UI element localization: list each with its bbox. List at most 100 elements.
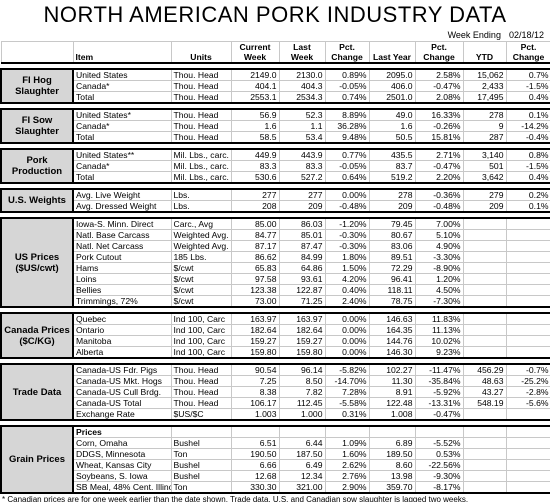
text-cell: United States — [72, 68, 172, 81]
empty-cell — [230, 425, 280, 438]
empty-cell — [505, 262, 550, 274]
number-cell: -8.90% — [414, 262, 464, 274]
text-cell: United States* — [72, 108, 172, 121]
empty-cell — [462, 273, 507, 285]
text-cell: Quebec — [72, 312, 172, 325]
data-row: Pork Production United States** Mil. Lbs.,… — [0, 148, 550, 184]
number-cell: 93.61 — [278, 273, 326, 285]
text-cell: Corn, Omaha — [72, 437, 172, 449]
empty-cell — [462, 408, 507, 421]
number-cell: 0.00% — [324, 346, 370, 359]
data-row: FI Hog Slaughter United States Thou. Head 2… — [0, 68, 550, 104]
number-cell: 71.25 — [278, 295, 326, 308]
text-cell: Total — [72, 171, 172, 184]
text-cell: Hams — [72, 262, 172, 274]
empty-cell — [368, 425, 416, 438]
number-cell: 0.74% — [324, 91, 370, 104]
empty-cell — [278, 425, 326, 438]
empty-cell — [505, 448, 550, 460]
number-cell: 11.30 — [368, 375, 416, 387]
text-cell: Canada-US Mkt. Hogs — [72, 375, 172, 387]
empty-cell — [462, 240, 507, 252]
number-cell: 2.08% — [414, 91, 464, 104]
text-cell: Weighted Avg. — [170, 240, 232, 252]
text-cell: Ind 100, Carc — [170, 312, 232, 325]
number-cell: -9.30% — [414, 470, 464, 482]
number-cell: 112.45 — [278, 397, 326, 409]
text-cell: Thou. Head — [170, 375, 232, 387]
text-cell: Canada-US Fdr. Pigs — [72, 363, 172, 376]
week-ending-date: 02/18/12 — [508, 30, 544, 40]
number-cell: 159.80 — [230, 346, 280, 359]
number-cell: 53.4 — [278, 131, 326, 144]
number-cell: 7.25 — [230, 375, 280, 387]
number-cell: -1.20% — [324, 217, 370, 230]
text-cell: Ton — [170, 481, 232, 494]
data-row: Soybeans, S. Iowa Bushel 12.68 12.34 2.76% 13… — [1, 470, 550, 482]
section-label: FI Hog Slaughter — [0, 68, 74, 104]
number-cell: 73.00 — [230, 295, 280, 308]
number-cell: 2.62% — [324, 459, 370, 471]
number-cell: 548.19 — [462, 397, 507, 409]
number-cell: 3,140 — [462, 148, 507, 161]
text-cell: Thou. Head — [170, 131, 232, 144]
number-cell: 146.63 — [368, 312, 416, 325]
number-cell: 0.40% — [324, 284, 370, 296]
number-cell: 287 — [462, 131, 507, 144]
text-cell: Ind 100, Carc — [170, 324, 232, 336]
empty-cell — [505, 295, 550, 308]
empty-cell — [462, 335, 507, 347]
number-cell: 330.30 — [230, 481, 280, 494]
number-cell: -0.47% — [414, 80, 464, 92]
number-cell: 0.1% — [505, 108, 550, 121]
number-cell: 0.1% — [505, 200, 550, 213]
number-cell: 4.50% — [414, 284, 464, 296]
number-cell: 52.3 — [278, 108, 326, 121]
text-cell: Thou. Head — [170, 108, 232, 121]
text-cell: Avg. Dressed Weight — [72, 200, 172, 213]
data-row: US Prices ($US/cwt) Iowa-S. Minn. Direct C… — [0, 217, 550, 308]
number-cell: 1.09% — [324, 437, 370, 449]
column-header: Units — [170, 41, 232, 64]
number-cell: 1.000 — [278, 408, 326, 421]
number-cell: 1.20% — [414, 273, 464, 285]
number-cell: 0.64% — [324, 171, 370, 184]
number-cell: 7.82 — [278, 386, 326, 398]
number-cell: 2.40% — [324, 295, 370, 308]
data-row: Wheat, Kansas City Bushel 6.66 6.49 2.62% 8.6… — [1, 459, 550, 471]
number-cell: 209 — [278, 200, 326, 213]
number-cell: 159.27 — [230, 335, 280, 347]
table-body: Item Units Current Week Last Week Pct. Chang… — [0, 41, 550, 494]
number-cell: -0.48% — [324, 200, 370, 213]
number-cell: -1.5% — [505, 160, 550, 172]
number-cell: 2534.3 — [278, 91, 326, 104]
number-cell: 359.70 — [368, 481, 416, 494]
number-cell: 0.00% — [324, 312, 370, 325]
section-label: Pork Production — [0, 148, 74, 184]
number-cell: 6.49 — [278, 459, 326, 471]
data-row: Natl. Base Carcass Weighted Avg. 84.77 85.0… — [1, 229, 550, 241]
text-cell: Lbs. — [170, 188, 232, 201]
number-cell: 1.60% — [324, 448, 370, 460]
number-cell: 2,433 — [462, 80, 507, 92]
number-cell: 0.00% — [324, 324, 370, 336]
text-cell: Natl. Net Carcass — [72, 240, 172, 252]
number-cell: -0.47% — [414, 160, 464, 172]
data-row: FI Sow Slaughter United States* Thou. Head… — [0, 108, 550, 144]
number-cell: 9 — [462, 120, 507, 132]
column-header: Last Year — [368, 41, 416, 64]
number-cell: 65.83 — [230, 262, 280, 274]
number-cell: 163.97 — [278, 312, 326, 325]
number-cell: 189.50 — [368, 448, 416, 460]
text-cell: SB Meal, 48% Cent. Illinois — [72, 481, 172, 494]
data-row: Avg. Dressed Weight Lbs. 208 209 -0.48% 209 -0… — [1, 200, 550, 213]
text-cell: Mil. Lbs., carc. — [170, 171, 232, 184]
column-header: Current Week — [230, 41, 280, 64]
data-row: Exchange Rate $US/$C 1.003 1.000 0.31% 1.008-… — [1, 408, 550, 421]
number-cell: 87.47 — [278, 240, 326, 252]
empty-cell — [505, 437, 550, 449]
number-cell: 72.29 — [368, 262, 416, 274]
number-cell: 6.51 — [230, 437, 280, 449]
number-cell: 182.64 — [278, 324, 326, 336]
